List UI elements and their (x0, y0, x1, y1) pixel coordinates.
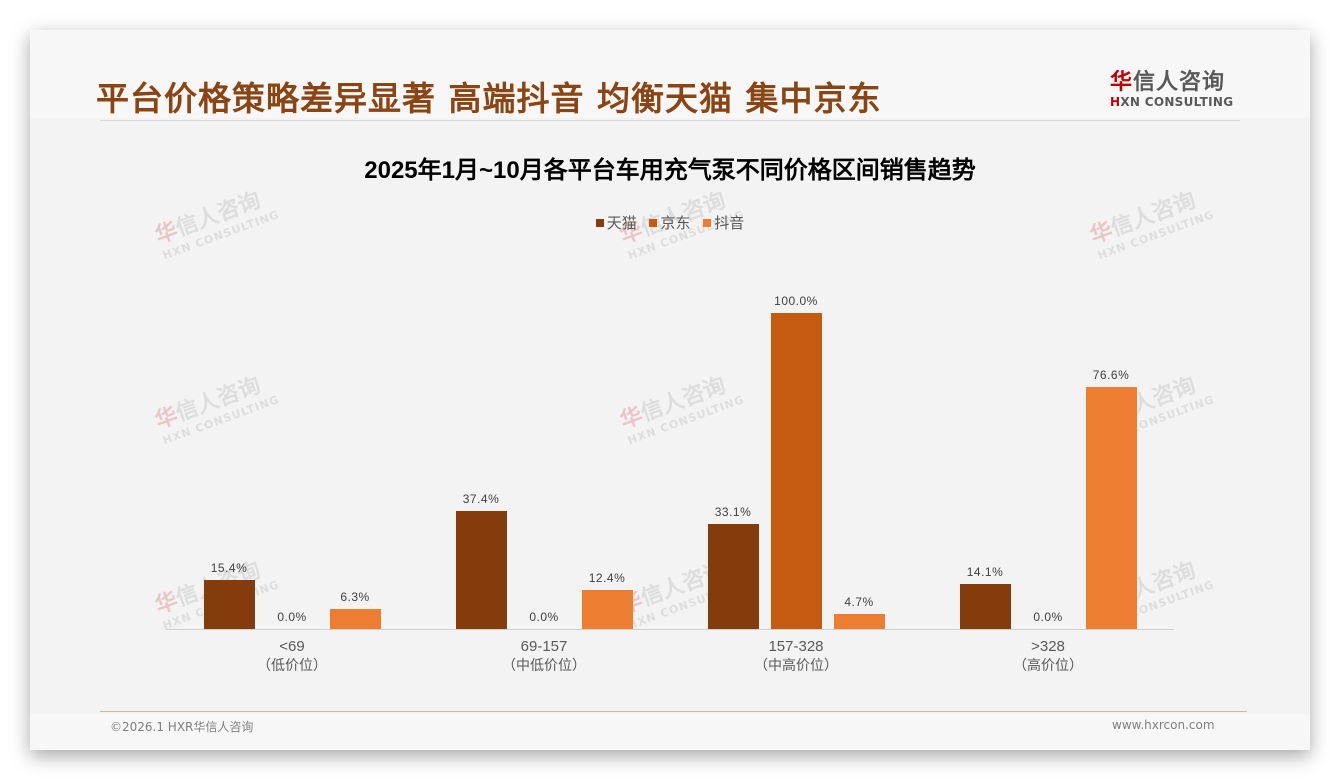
category-range: 157-328 (768, 638, 824, 655)
footer-strip (30, 714, 1310, 750)
bar-tmall (203, 580, 255, 629)
logo-en: HXN CONSULTING (1110, 95, 1240, 109)
category-tier: （低价位） (257, 658, 327, 674)
chart-legend: 天猫 京东 抖音 (30, 212, 1310, 233)
data-label: 0.0% (1033, 610, 1063, 624)
header-divider (100, 120, 1240, 121)
bar-tmall (455, 511, 507, 629)
legend-swatch-icon (703, 219, 712, 227)
logo-cn: 华信人咨询 (1110, 64, 1240, 96)
bar-tmall (959, 584, 1011, 629)
legend-item-jd: 京东 (649, 212, 691, 233)
bar-jd (770, 313, 822, 629)
data-label: 76.6% (1092, 368, 1130, 382)
legend-swatch-icon (595, 219, 604, 227)
company-logo: 华信人咨询 HXN CONSULTING (1110, 64, 1240, 109)
footer-copyright: ©2026.1 HXR华信人咨询 (110, 720, 254, 734)
category-tier: （中高价位） (754, 658, 838, 674)
bar-douyin (329, 609, 381, 629)
data-label: 6.3% (340, 590, 370, 604)
x-axis-category-label: 157-328 （中高价位） (696, 638, 896, 676)
legend-swatch-icon (649, 219, 658, 227)
category-tier: （高价位） (1013, 658, 1083, 674)
x-axis-category-label: <69 （低价位） (192, 638, 392, 676)
x-axis-line (166, 629, 1174, 630)
category-range: >328 (1031, 638, 1065, 655)
bar-douyin (1085, 387, 1137, 629)
chart-title: 2025年1月~10月各平台车用充气泵不同价格区间销售趋势 (364, 157, 976, 184)
data-label: 0.0% (529, 610, 559, 624)
category-range: 69-157 (520, 638, 568, 655)
slide-card: 华信人咨询 HXN CONSULTING 华信人咨询 HXN CONSULTING 华信… (30, 30, 1310, 750)
category-tier: （中低价位） (502, 658, 586, 674)
legend-item-tmall: 天猫 (595, 212, 637, 233)
x-axis-category-label: >328 （高价位） (948, 638, 1148, 676)
bar-chart-plot: 15.4% 0.0% 6.3% <69 （低价位） 37.4% 0.0% 12.4% 69-15… (30, 30, 1310, 750)
logo-en-text: XN CONSULTING (1120, 95, 1234, 109)
data-label: 33.1% (714, 505, 752, 519)
legend-item-douyin: 抖音 (703, 212, 744, 233)
data-label: 4.7% (844, 595, 874, 609)
category-range: <69 (279, 638, 305, 655)
data-label: 0.0% (277, 610, 307, 624)
logo-accent-char: 华 (1110, 70, 1134, 95)
legend-label: 抖音 (714, 214, 745, 232)
footer-website: www.hxrcon.com (1112, 718, 1215, 732)
slide-headline: 平台价格策略差异显著 高端抖音 均衡天猫 集中京东 (96, 79, 882, 118)
header-strip (30, 30, 1310, 118)
x-axis-category-label: 69-157 （中低价位） (444, 638, 644, 676)
bar-tmall (707, 524, 759, 629)
logo-en-accent: H (1110, 95, 1121, 109)
data-label: 100.0% (774, 294, 818, 308)
data-label: 14.1% (966, 565, 1004, 579)
data-label: 37.4% (462, 492, 500, 506)
bar-douyin (833, 614, 885, 629)
data-label: 15.4% (210, 561, 248, 575)
data-label: 12.4% (588, 571, 626, 585)
legend-label: 天猫 (606, 214, 637, 232)
logo-cn-text: 信人咨询 (1133, 70, 1226, 95)
legend-label: 京东 (660, 214, 691, 232)
footer-divider (100, 711, 1247, 712)
bar-douyin (581, 590, 633, 629)
